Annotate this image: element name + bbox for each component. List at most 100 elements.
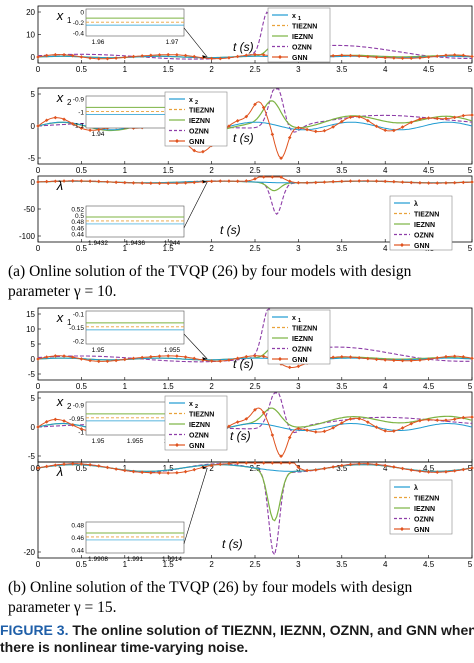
gnn-marker <box>192 54 197 59</box>
gnn-marker <box>313 430 318 434</box>
legend-label: GNN <box>414 527 430 534</box>
gnn-marker <box>62 419 66 423</box>
inset-x-tick-label: 1.944 <box>164 240 181 247</box>
gnn-marker <box>305 428 309 433</box>
gnn-marker <box>348 115 353 119</box>
gnn-marker <box>36 357 40 361</box>
gnn-marker <box>36 466 40 470</box>
gnn-marker <box>452 53 457 57</box>
gnn-marker <box>227 179 231 183</box>
gnn-marker <box>418 358 422 362</box>
variable-label: x <box>56 394 64 409</box>
gnn-marker <box>348 462 353 467</box>
gnn-marker <box>279 156 283 161</box>
gnn-marker <box>183 181 188 185</box>
inset-x-tick-label: 1.955 <box>127 438 144 445</box>
gnn-marker <box>36 425 40 429</box>
gnn-marker <box>331 125 335 129</box>
legend-label: x <box>292 315 296 322</box>
gnn-marker <box>444 53 448 58</box>
gnn-marker <box>244 461 249 465</box>
gnn-marker <box>53 354 58 358</box>
gnn-marker <box>383 55 387 60</box>
x-tick-label: 0 <box>36 166 41 175</box>
x-tick-label: 4 <box>383 244 388 253</box>
gnn-marker <box>70 179 75 183</box>
x-tick-label: 4 <box>383 65 388 74</box>
gnn-marker <box>374 124 379 129</box>
y-tick-label: 0 <box>31 53 36 62</box>
gnn-marker <box>426 417 431 422</box>
inset-x-tick-label: 1.95 <box>92 438 105 445</box>
gnn-marker <box>88 358 92 363</box>
legend: x 1 TIEZNN IEZNN OZNN GNN <box>267 7 331 63</box>
gnn-marker <box>88 128 92 133</box>
gnn-marker <box>149 181 153 186</box>
gnn-marker <box>227 424 231 429</box>
gnn-marker <box>44 179 49 184</box>
gnn-marker <box>96 127 101 132</box>
gnn-marker <box>244 179 249 183</box>
gnn-marker <box>123 55 127 60</box>
gnn-marker <box>409 421 414 426</box>
gnn-marker <box>322 128 327 133</box>
gnn-marker <box>348 355 353 359</box>
gnn-marker <box>79 427 84 431</box>
gnn-marker <box>287 179 292 184</box>
gnn-marker <box>88 462 92 467</box>
gnn-marker <box>452 115 457 120</box>
gnn-marker <box>392 465 396 469</box>
gnn-marker <box>279 461 283 465</box>
gnn-marker <box>175 354 179 358</box>
inset-x-tick-label: 1.9436 <box>125 240 145 247</box>
y-tick-label: 10 <box>26 325 35 334</box>
variable-label: x <box>56 90 64 105</box>
gnn-marker <box>192 356 197 361</box>
gnn-marker <box>44 419 49 424</box>
inset-y-tick-label: -1 <box>78 110 84 117</box>
inset-x-tick-label: 1.95 <box>92 347 105 354</box>
gnn-marker <box>340 119 344 124</box>
subcaption-b-line1: (b) Online solution of the TVQP (26) by … <box>8 579 413 596</box>
gnn-marker <box>201 55 205 60</box>
variable-subscript: 1 <box>67 16 72 25</box>
inset-y-tick-label: 0.46 <box>71 225 84 232</box>
gnn-marker <box>470 466 474 470</box>
gnn-marker <box>340 421 344 425</box>
gnn-marker <box>131 54 136 59</box>
gnn-marker <box>201 358 205 362</box>
legend-label: TIEZNN <box>414 496 439 503</box>
legend-label: OZNN <box>414 233 434 240</box>
inset-y-tick-label: 0.48 <box>71 219 84 226</box>
legend-label: TIEZNN <box>189 412 214 419</box>
gnn-marker <box>253 102 257 107</box>
legend-label: OZNN <box>414 517 434 524</box>
figure-caption-text1: The online solution of TIEZNN, IEZNN, OZ… <box>68 622 474 638</box>
gnn-marker <box>452 180 457 185</box>
inset-y-tick-label: 0 <box>80 10 84 17</box>
x-tick-label: 2.5 <box>249 244 261 253</box>
gnn-marker <box>209 56 214 61</box>
x-tick-label: 5 <box>468 244 473 253</box>
legend-label: x <box>292 13 296 20</box>
y-tick-label: -100 <box>19 232 36 241</box>
x-tick-label: 3.5 <box>336 382 348 391</box>
zoom-inset <box>85 8 185 37</box>
gnn-marker <box>175 53 179 57</box>
gnn-marker <box>44 53 49 58</box>
gnn-marker <box>340 463 344 468</box>
gnn-marker <box>261 410 266 415</box>
gnn-marker <box>62 52 66 57</box>
gnn-marker <box>235 356 240 361</box>
y-tick-label: 5 <box>31 90 36 99</box>
x-tick-label: 2 <box>209 166 214 175</box>
gnn-marker <box>418 117 422 121</box>
legend-label: GNN <box>292 55 308 62</box>
gnn-marker <box>253 407 257 412</box>
y-tick-label: 5 <box>31 394 36 403</box>
gnn-marker <box>296 465 301 470</box>
gnn-marker <box>166 52 170 57</box>
inset-x-tick-label: 1.991 <box>127 556 144 563</box>
gnn-marker <box>79 462 84 466</box>
x-tick-label: 2.5 <box>249 560 261 569</box>
